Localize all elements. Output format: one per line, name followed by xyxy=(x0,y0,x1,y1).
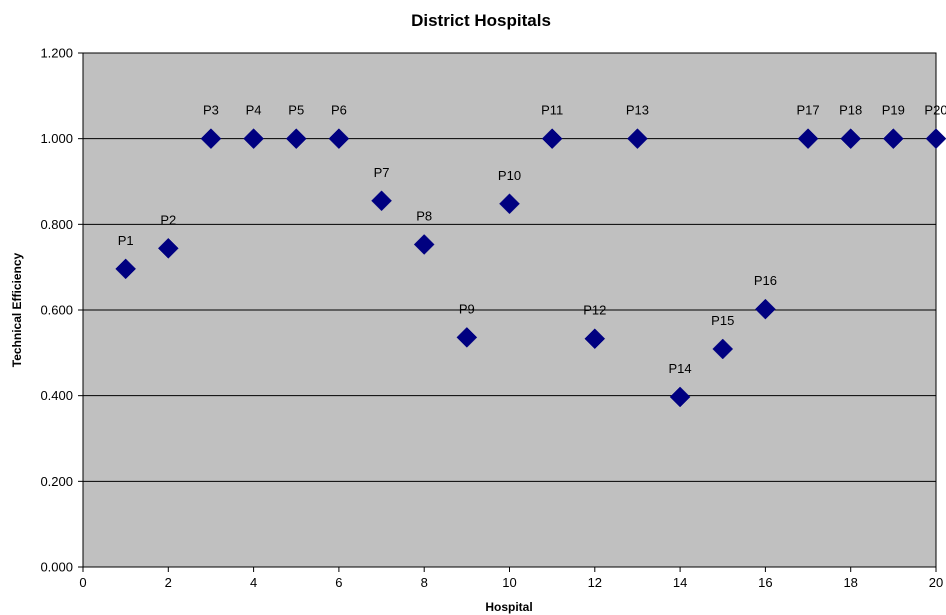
y-tick-label: 0.200 xyxy=(40,474,73,489)
y-axis-ticks: 0.000 0.200 0.400 0.600 0.800 1.000 1.200 xyxy=(40,46,83,575)
point-label-p20: P20 xyxy=(924,103,946,118)
point-label-p7: P7 xyxy=(374,165,390,180)
point-label-p16: P16 xyxy=(754,273,777,288)
y-axis-title: Technical Efficiency xyxy=(10,252,24,367)
point-label-p19: P19 xyxy=(882,103,905,118)
x-tick-label: 12 xyxy=(588,575,602,590)
data-point-p14 xyxy=(669,386,691,408)
data-point-p8 xyxy=(413,234,435,255)
point-label-p14: P14 xyxy=(669,361,692,376)
point-labels: P1 P2 P3 P4 P5 P6 P7 P8 P9 P10 P11 P12 P13 P14 P15 P16 P… xyxy=(118,103,946,376)
point-label-p18: P18 xyxy=(839,103,862,118)
y-tick-label: 0.600 xyxy=(40,303,73,318)
point-label-p17: P17 xyxy=(796,103,819,118)
chart-title: District Hospitals xyxy=(411,11,551,30)
x-tick-label: 8 xyxy=(421,575,428,590)
data-point-p15 xyxy=(712,338,734,360)
data-point-p13 xyxy=(627,128,648,150)
data-point-p19 xyxy=(882,128,904,150)
data-point-p2 xyxy=(157,237,179,259)
data-point-p10 xyxy=(499,193,520,215)
x-tick-label: 2 xyxy=(165,575,172,590)
point-label-p2: P2 xyxy=(160,212,176,227)
x-axis-ticks: 0 2 4 6 8 10 12 14 16 18 20 xyxy=(79,567,943,590)
data-point-p4 xyxy=(243,128,264,150)
point-label-p15: P15 xyxy=(711,313,734,328)
point-label-p12: P12 xyxy=(583,303,606,318)
data-point-p6 xyxy=(328,128,350,150)
x-tick-label: 10 xyxy=(502,575,516,590)
x-tick-label: 4 xyxy=(250,575,257,590)
point-label-p11: P11 xyxy=(541,103,563,118)
data-point-p1 xyxy=(115,258,137,280)
x-tick-label: 20 xyxy=(929,575,943,590)
y-tick-label: 0.000 xyxy=(40,560,73,575)
data-point-p17 xyxy=(797,128,819,150)
gridlines xyxy=(83,138,936,482)
data-point-p12 xyxy=(584,328,606,350)
data-point-p7 xyxy=(371,190,392,212)
point-label-p9: P9 xyxy=(459,301,475,316)
x-tick-label: 14 xyxy=(673,575,687,590)
point-label-p5: P5 xyxy=(288,103,304,118)
y-tick-label: 1.000 xyxy=(40,131,73,146)
point-label-p8: P8 xyxy=(416,208,432,223)
data-points xyxy=(115,128,946,408)
x-tick-label: 18 xyxy=(843,575,857,590)
data-point-p18 xyxy=(840,128,862,150)
x-axis-title: Hospital xyxy=(485,600,532,614)
data-point-p20 xyxy=(925,128,946,150)
data-point-p5 xyxy=(285,128,307,150)
data-point-p16 xyxy=(755,298,776,320)
y-tick-label: 0.800 xyxy=(40,217,73,232)
point-label-p6: P6 xyxy=(331,103,347,118)
point-label-p4: P4 xyxy=(246,103,262,118)
y-tick-label: 1.200 xyxy=(40,46,73,61)
x-tick-label: 6 xyxy=(335,575,342,590)
data-point-p3 xyxy=(200,128,222,150)
point-label-p10: P10 xyxy=(498,168,521,183)
x-tick-label: 0 xyxy=(79,575,86,590)
x-tick-label: 16 xyxy=(758,575,772,590)
point-label-p13: P13 xyxy=(626,103,649,118)
point-label-p3: P3 xyxy=(203,103,219,118)
data-point-p11 xyxy=(541,128,563,150)
data-point-p9 xyxy=(456,327,478,348)
y-tick-label: 0.400 xyxy=(40,388,73,403)
point-label-p1: P1 xyxy=(118,233,134,248)
